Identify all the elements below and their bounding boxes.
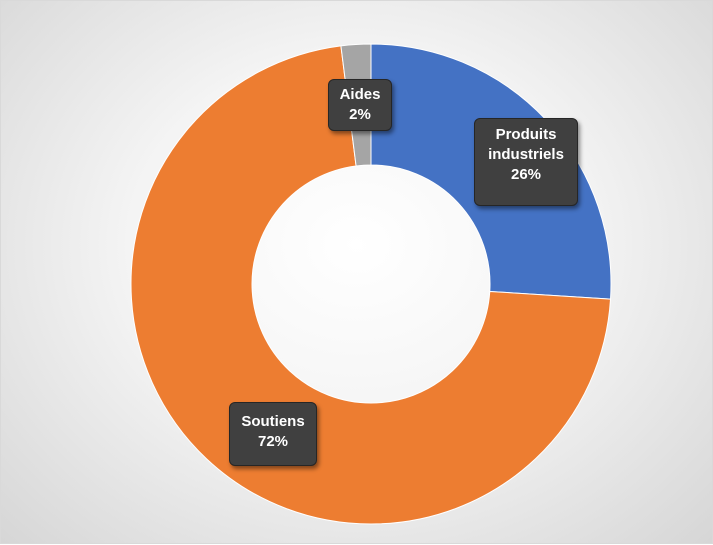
data-label-value: 26%: [510, 166, 542, 183]
data-label-name: Aides: [339, 86, 381, 103]
data-label-soutiens: Soutiens 72%: [229, 402, 317, 466]
data-label-name-line-1: Produits: [495, 126, 557, 143]
data-label-name: Soutiens: [241, 413, 305, 430]
data-label-value: 72%: [257, 433, 289, 450]
data-label-aides: Aides 2%: [328, 79, 392, 131]
data-label-produits-industriels: Produits industriels 26%: [474, 118, 578, 206]
data-label-value: 2%: [349, 106, 371, 123]
data-label-name-line-2: industriels: [488, 146, 564, 163]
